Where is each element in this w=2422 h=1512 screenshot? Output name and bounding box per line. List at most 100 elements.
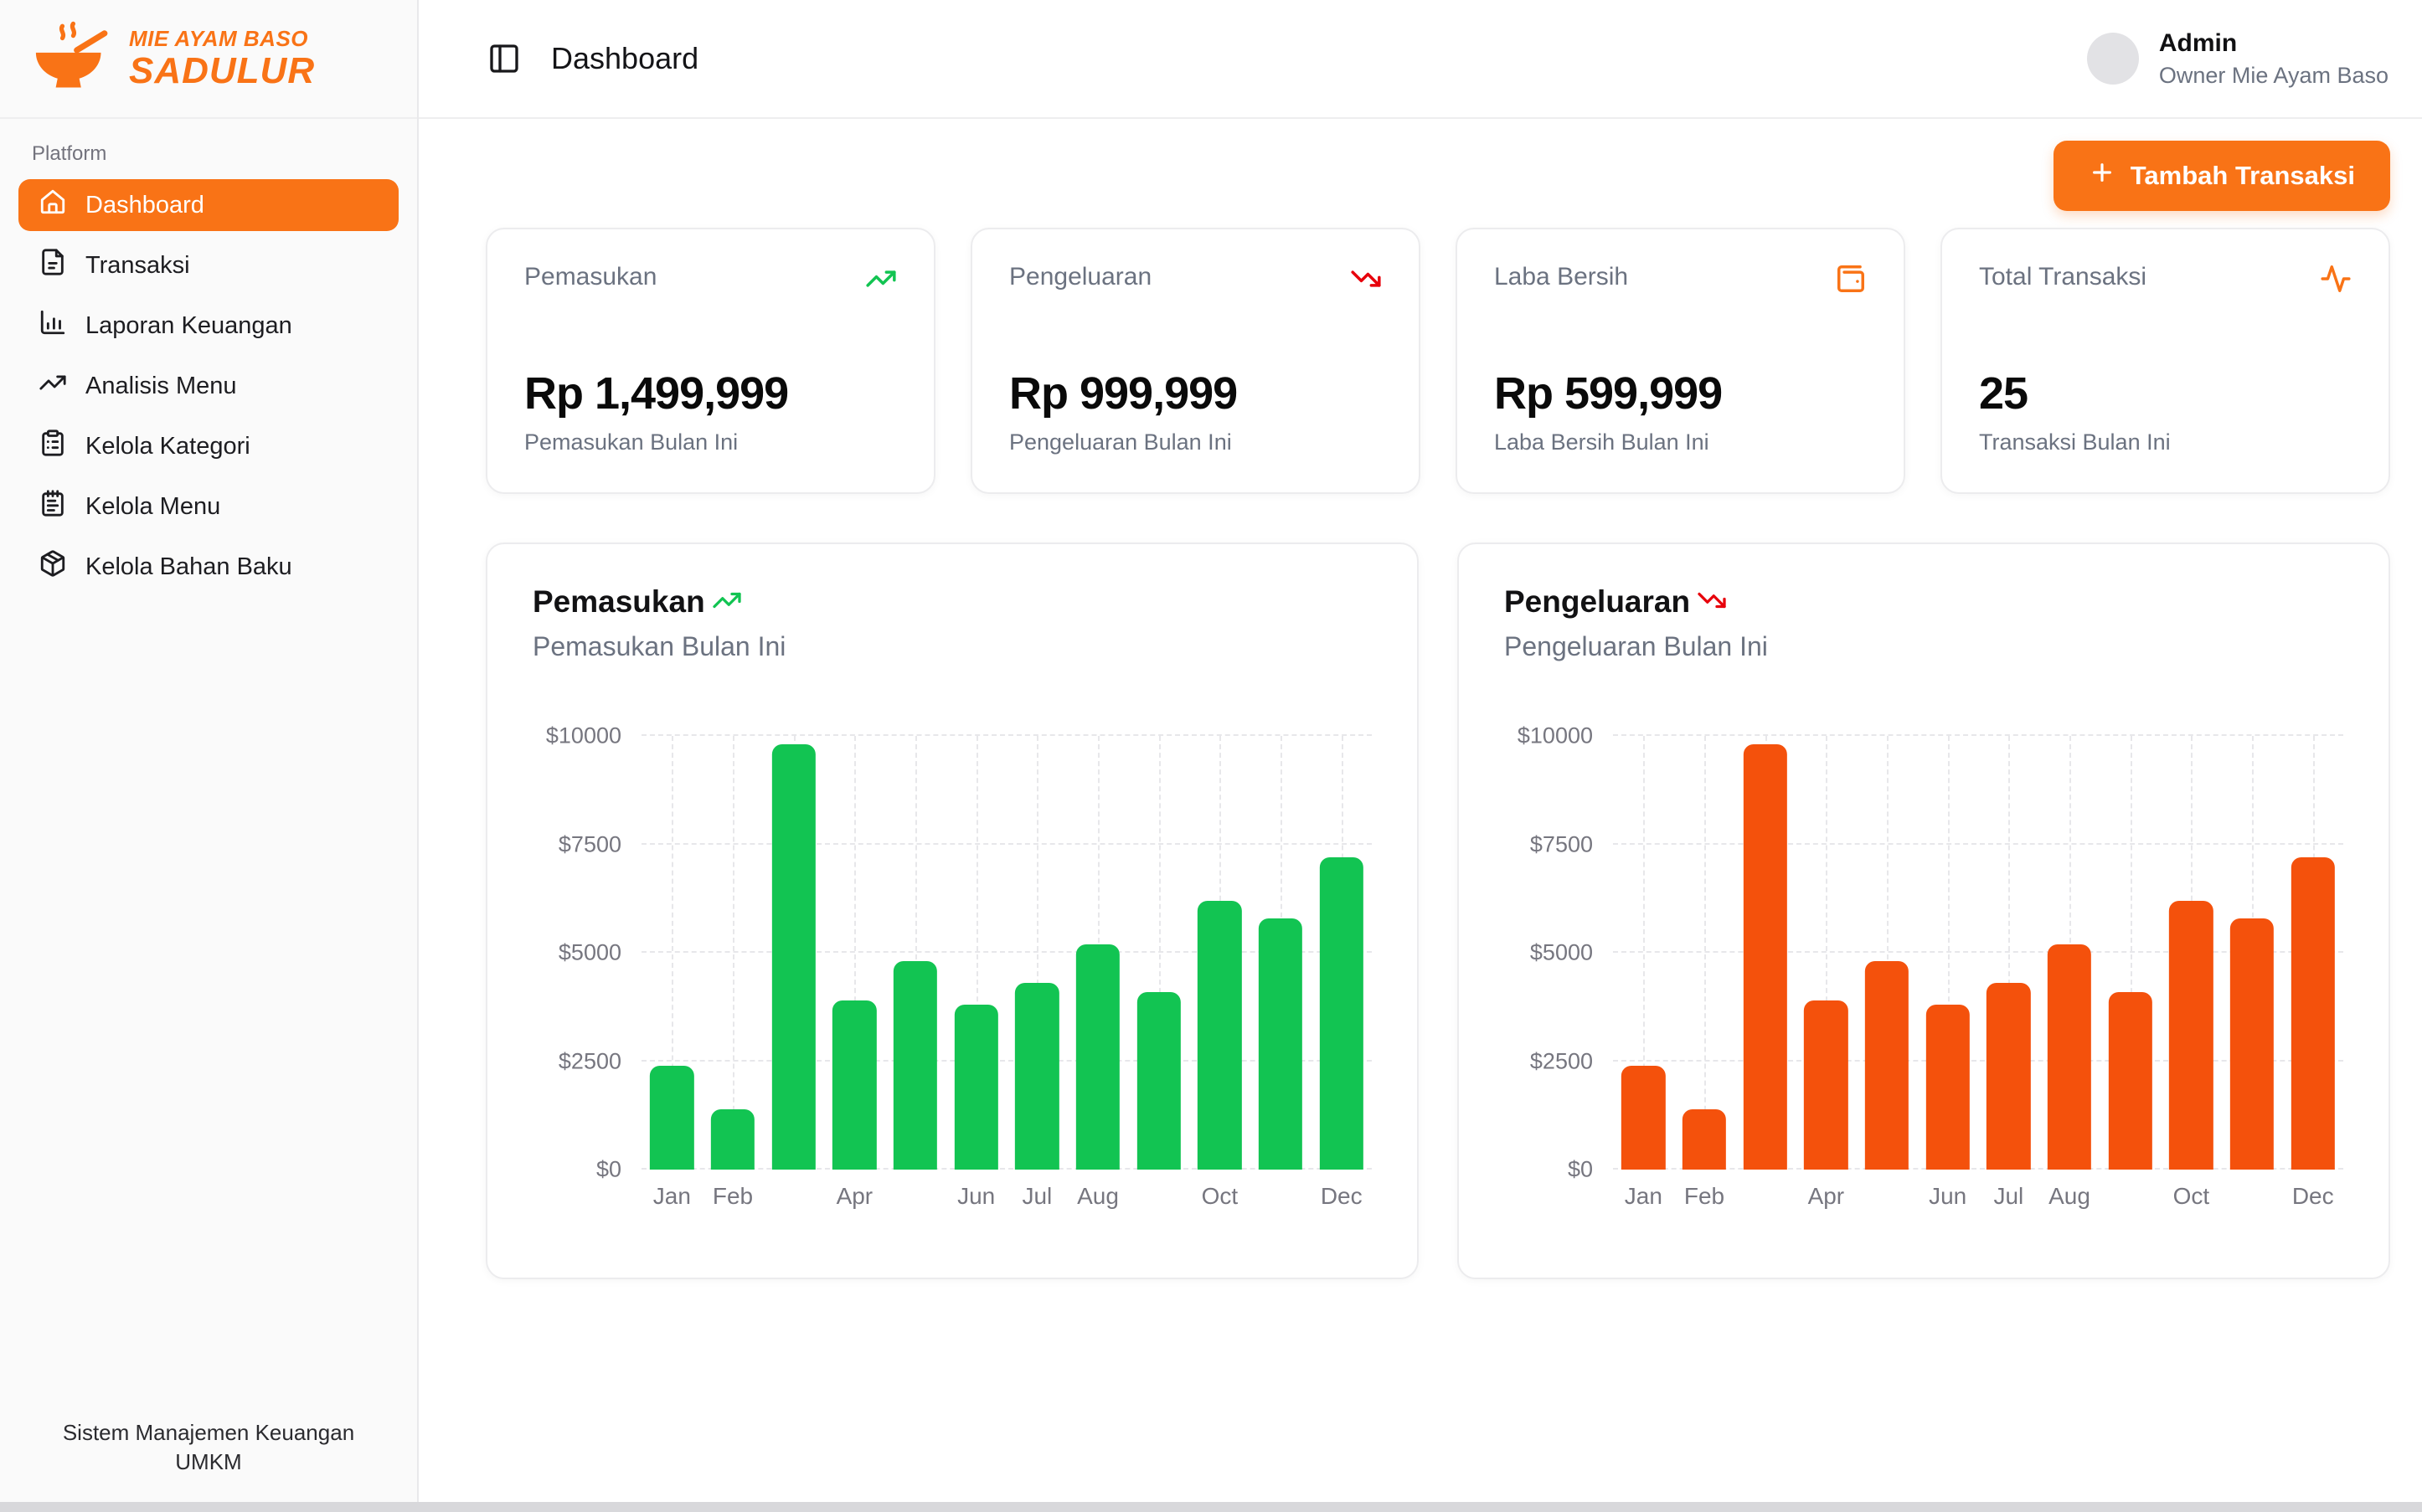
- x-axis-tick-label: [1857, 1183, 1918, 1210]
- stat-value: 25: [1979, 368, 2028, 419]
- clipboard-list-icon: [39, 429, 67, 464]
- x-axis-tick-label: Jan: [1624, 1183, 1662, 1209]
- y-axis-tick-label: $7500: [1529, 831, 1593, 856]
- bars-group: [1613, 736, 2343, 1170]
- package-icon: [39, 549, 67, 584]
- bar-slot-Feb: [1674, 736, 1735, 1170]
- chart-column-icon: [39, 308, 67, 343]
- avatar: [2086, 33, 2139, 85]
- stat-subtitle: Laba Bersih Bulan Ini: [1494, 429, 1709, 455]
- x-axis-tick-label: Jun: [957, 1183, 996, 1209]
- x-axis-tick-label: Dec: [2291, 1183, 2334, 1209]
- horizontal-gridline: [642, 1059, 1372, 1062]
- y-axis-tick-label: $2500: [558, 1048, 621, 1073]
- bar-slot-Sep: [2100, 736, 2161, 1170]
- trending-up-icon: [39, 368, 67, 404]
- sidebar-item-label: Analisis Menu: [85, 372, 237, 399]
- x-axis-tick-label: [885, 1183, 946, 1210]
- sidebar-item-kelola-menu[interactable]: Kelola Menu: [18, 481, 399, 532]
- vertical-gridline: [2130, 736, 2132, 1170]
- horizontal-gridline: [1613, 842, 2343, 845]
- bar-Apr: [1804, 1000, 1848, 1170]
- vertical-gridline: [976, 736, 978, 1170]
- add-transaction-label: Tambah Transaksi: [2130, 161, 2355, 190]
- chart-title: Pengeluaran: [1504, 584, 1691, 619]
- user-menu[interactable]: Admin Owner Mie Ayam Baso: [2086, 28, 2389, 89]
- x-axis-tick-label: [1734, 1183, 1796, 1210]
- stat-label: Pengeluaran: [1009, 263, 1152, 291]
- x-axis-tick-label: Jun: [1929, 1183, 1967, 1209]
- stat-card-laba-bersih: Laba Bersih Rp 599,999 Laba Bersih Bulan…: [1456, 228, 1905, 494]
- stat-subtitle: Transaksi Bulan Ini: [1979, 429, 2171, 455]
- horizontal-gridline: [642, 951, 1372, 953]
- x-axis-tick-label: Dec: [1320, 1183, 1363, 1209]
- x-axis-tick-label: [763, 1183, 824, 1210]
- bar-Sep: [2108, 991, 2152, 1170]
- dashboard-content: Tambah Transaksi Pemasukan Rp 1,499,999 …: [419, 119, 2422, 1512]
- bar-slot-Dec: [2282, 736, 2343, 1170]
- bar-Jul: [1015, 983, 1059, 1170]
- user-name: Admin: [2158, 28, 2238, 57]
- bar-slot-Aug: [1068, 736, 1129, 1170]
- x-axis-tick-label: Feb: [1683, 1183, 1725, 1209]
- bar-Feb: [1682, 1108, 1727, 1170]
- sidebar: MIE AYAM BASO SADULUR Platform Dashboard…: [0, 0, 419, 1512]
- add-transaction-button[interactable]: Tambah Transaksi: [2053, 141, 2390, 211]
- bar-Nov: [1258, 918, 1303, 1170]
- expense-chart-card: Pengeluaran Pengeluaran Bulan Ini $0 $250…: [1457, 543, 2390, 1279]
- stat-label: Total Transaksi: [1979, 263, 2147, 291]
- y-axis-tick-label: $5000: [1529, 939, 1593, 965]
- bar-Aug: [2047, 944, 2092, 1170]
- sidebar-toggle-icon[interactable]: [487, 42, 521, 75]
- stats-row: Pemasukan Rp 1,499,999 Pemasukan Bulan I…: [486, 228, 2390, 494]
- notepad-text-icon: [39, 489, 67, 524]
- stat-card-pemasukan: Pemasukan Rp 1,499,999 Pemasukan Bulan I…: [486, 228, 935, 494]
- horizontal-gridline: [642, 1168, 1372, 1170]
- charts-row: Pemasukan Pemasukan Bulan Ini $0 $2500 $50…: [486, 543, 2390, 1279]
- bar-Nov: [2229, 918, 2275, 1170]
- bar-slot-Sep: [1128, 736, 1189, 1170]
- sidebar-item-kelola-kategori[interactable]: Kelola Kategori: [18, 420, 399, 472]
- bar-slot-Mar: [1734, 736, 1796, 1170]
- bar-Aug: [1075, 944, 1121, 1170]
- income-bar-chart: $0 $2500 $5000 $7500 $10000: [533, 723, 1372, 1182]
- y-axis-tick-label: $5000: [558, 939, 621, 965]
- horizontal-gridline: [1613, 951, 2343, 953]
- vertical-gridline: [733, 736, 734, 1170]
- file-icon: [39, 248, 67, 283]
- sidebar-item-dashboard[interactable]: Dashboard: [18, 179, 399, 231]
- brand-logo: MIE AYAM BASO SADULUR: [0, 0, 417, 119]
- x-axis-tick-label: [1250, 1183, 1311, 1210]
- y-axis-tick-label: $0: [1567, 1156, 1593, 1182]
- sidebar-item-transaksi[interactable]: Transaksi: [18, 239, 399, 291]
- vertical-gridline: [915, 736, 917, 1170]
- bar-Mar: [771, 744, 816, 1170]
- user-role: Owner Mie Ayam Baso: [2158, 62, 2389, 88]
- sidebar-item-analisis-menu[interactable]: Analisis Menu: [18, 360, 399, 412]
- bar-May: [1864, 961, 1909, 1170]
- stat-value: Rp 599,999: [1494, 368, 1723, 419]
- sidebar-item-kelola-bahan-baku[interactable]: Kelola Bahan Baku: [18, 541, 399, 593]
- horizontal-gridline: [642, 842, 1372, 845]
- x-axis-tick-label: Aug: [2048, 1183, 2090, 1209]
- y-axis-tick-label: $10000: [545, 723, 621, 748]
- stat-subtitle: Pengeluaran Bulan Ini: [1009, 429, 1232, 455]
- vertical-gridline: [1947, 736, 1950, 1170]
- sidebar-item-laporan-keuangan[interactable]: Laporan Keuangan: [18, 300, 399, 352]
- sidebar-item-label: Laporan Keuangan: [85, 311, 292, 339]
- bar-Oct: [1198, 900, 1242, 1170]
- bar-slot-Jun: [1917, 736, 1978, 1170]
- actions-row: Tambah Transaksi: [486, 141, 2390, 211]
- vertical-gridline: [1826, 736, 1828, 1170]
- sidebar-nav-section: Platform Dashboard Transaksi Laporan Keu…: [0, 119, 417, 601]
- x-axis-tick-label: [2222, 1183, 2283, 1210]
- brand-line1: MIE AYAM BASO: [129, 26, 309, 51]
- vertical-gridline: [1704, 736, 1706, 1170]
- horizontal-scrollbar[interactable]: [0, 1502, 2422, 1512]
- chart-title: Pemasukan: [533, 584, 705, 619]
- bar-Jun: [954, 1005, 998, 1170]
- horizontal-gridline: [642, 734, 1372, 736]
- bar-slot-Jan: [642, 736, 703, 1170]
- vertical-gridline: [1037, 736, 1039, 1170]
